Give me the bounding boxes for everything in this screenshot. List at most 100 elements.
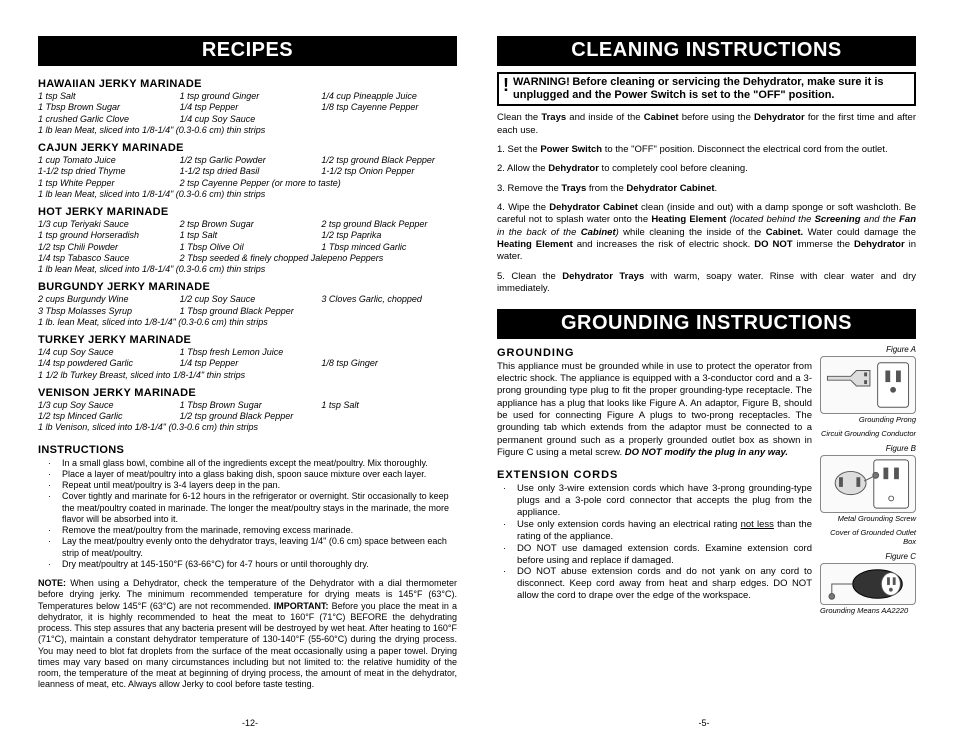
page-right: -5- xyxy=(494,718,914,728)
ingredient-cell: 1/2 tsp ground Black Pepper xyxy=(180,411,316,422)
figA-label: Figure A xyxy=(820,345,916,354)
recipes-banner: RECIPES xyxy=(38,36,457,66)
ingredient-grid: 1 cup Tomato Juice1/2 tsp Garlic Powder1… xyxy=(38,155,457,200)
ingredient-cell: 1 lb. lean Meat, sliced into 1/8-1/4" (0… xyxy=(38,317,457,328)
ingredient-cell: 1 tsp ground Ginger xyxy=(180,91,316,102)
ingredient-cell: 1/2 tsp Chili Powder xyxy=(38,242,174,253)
grounding-row: GROUNDING This appliance must be grounde… xyxy=(497,345,916,622)
extension-title: EXTENSION CORDS xyxy=(497,469,812,481)
cleaning-banner: CLEANING INSTRUCTIONS xyxy=(497,36,916,66)
ingredient-cell: 1 tsp ground Horseradish xyxy=(38,230,174,241)
ingredient-cell: 1-1/2 tsp dried Basil xyxy=(180,166,316,177)
ingredient-cell: 1 cup Tomato Juice xyxy=(38,155,174,166)
extension-item: ·DO NOT use damaged extension cords. Exa… xyxy=(497,543,812,567)
instructions-title: INSTRUCTIONS xyxy=(38,444,457,456)
left-column: RECIPES HAWAIIAN JERKY MARINADE1 tsp Sal… xyxy=(38,36,457,728)
ingredient-cell: 1/3 cup Teriyaki Sauce xyxy=(38,219,174,230)
recipes-block: HAWAIIAN JERKY MARINADE1 tsp Salt1 tsp g… xyxy=(38,72,457,434)
figA-box xyxy=(820,356,916,414)
ingredient-cell: 1-1/2 tsp Onion Pepper xyxy=(321,166,457,177)
ingredient-cell: 3 Tbsp Molasses Syrup xyxy=(38,306,174,317)
ingredient-cell: 1 Tbsp fresh Lemon Juice xyxy=(180,347,316,358)
warning-box: ! WARNING! Before cleaning or servicing … xyxy=(497,72,916,106)
ingredient-cell: 1/8 tsp Cayenne Pepper xyxy=(321,102,457,113)
ingredient-cell: 1 lb lean Meat, sliced into 1/8-1/4" (0.… xyxy=(38,264,457,275)
ingredient-cell: 1/4 tsp Pepper xyxy=(180,358,316,369)
instruction-item: ·Lay the meat/poultry evenly onto the de… xyxy=(38,536,457,559)
instruction-item: ·Dry meat/poultry at 145-150°F (63-66°C)… xyxy=(38,559,457,570)
figA-cap1: Grounding Prong xyxy=(820,416,916,424)
cleaning-step: 4. Wipe the Dehydrator Cabinet clean (in… xyxy=(497,202,916,264)
cleaning-step: 2. Allow the Dehydrator to completely co… xyxy=(497,163,916,175)
grounding-paragraph: This appliance must be grounded while in… xyxy=(497,361,812,460)
instruction-item: ·Remove the meat/poultry from the marina… xyxy=(38,525,457,536)
ingredient-cell: 1 tsp Salt xyxy=(321,400,457,411)
extension-item: ·DO NOT abuse extension cords and do not… xyxy=(497,566,812,602)
ingredient-cell: 3 Cloves Garlic, chopped xyxy=(321,294,457,305)
figB-label: Figure B xyxy=(820,444,916,453)
ingredient-cell: 1 lb lean Meat, sliced into 1/8-1/4" (0.… xyxy=(38,125,457,136)
warning-text: WARNING! Before cleaning or servicing th… xyxy=(513,76,910,102)
instruction-item: ·Cover tightly and marinate for 6-12 hou… xyxy=(38,491,457,525)
ingredient-cell: 2 tsp Brown Sugar xyxy=(180,219,316,230)
ingredient-cell: 2 tsp Cayenne Pepper (or more to taste) xyxy=(180,178,457,189)
grounding-banner: GROUNDING INSTRUCTIONS xyxy=(497,309,916,339)
figA-cap2: Circuit Grounding Conductor xyxy=(820,430,916,438)
recipe-title: TURKEY JERKY MARINADE xyxy=(38,334,457,346)
cleaning-step: 3. Remove the Trays from the Dehydrator … xyxy=(497,183,916,195)
recipe-title: VENISON JERKY MARINADE xyxy=(38,387,457,399)
instruction-item: ·Place a layer of meat/poultry into a gl… xyxy=(38,469,457,480)
warning-icon: ! xyxy=(503,76,509,94)
ingredient-cell: 1 Tbsp Olive Oil xyxy=(180,242,316,253)
ingredient-cell: 2 cups Burgundy Wine xyxy=(38,294,174,305)
figures-col: Figure A Grounding Prong Circuit Groundi… xyxy=(820,345,916,622)
extension-item: ·Use only extension cords having an elec… xyxy=(497,519,812,543)
ingredient-cell: 1 tsp Salt xyxy=(180,230,316,241)
ingredient-grid: 1 tsp Salt 1 tsp ground Ginger 1/4 cup Pin… xyxy=(38,91,457,136)
cleaning-intro: Clean the Trays and inside of the Cabine… xyxy=(497,112,916,137)
dehydrator-note: NOTE: When using a Dehydrator, check the… xyxy=(38,578,457,691)
grounding-text-col: GROUNDING This appliance must be grounde… xyxy=(497,345,812,622)
ingredient-cell: 1 1/2 lb Turkey Breast, sliced into 1/8-… xyxy=(38,370,457,381)
recipe-title: CAJUN JERKY MARINADE xyxy=(38,142,457,154)
ingredient-grid: 1/4 cup Soy Sauce 1 Tbsp fresh Lemon Juic… xyxy=(38,347,457,381)
recipe-title: HOT JERKY MARINADE xyxy=(38,206,457,218)
ingredient-cell: 1/2 tsp Paprika xyxy=(321,230,457,241)
ingredient-cell: 1/4 tsp Pepper xyxy=(180,102,316,113)
ingredient-cell: 2 tsp ground Black Pepper xyxy=(321,219,457,230)
right-column: CLEANING INSTRUCTIONS ! WARNING! Before … xyxy=(497,36,916,728)
page-left: -12- xyxy=(40,718,460,728)
ingredient-cell: 1/4 cup Soy Sauce xyxy=(38,347,174,358)
ingredient-cell: 1 Tbsp ground Black Pepper xyxy=(180,306,316,317)
ingredient-cell: 1/2 tsp ground Black Pepper xyxy=(321,155,457,166)
recipe-title: BURGUNDY JERKY MARINADE xyxy=(38,281,457,293)
ingredient-cell: 1/3 cup Soy Sauce xyxy=(38,400,174,411)
ingredient-grid: 2 cups Burgundy Wine 1/2 cup Soy Sauce 3 C… xyxy=(38,294,457,328)
ingredient-cell: 1 Tbsp minced Garlic xyxy=(321,242,457,253)
instruction-item: ·Repeat until meat/poultry is 3-4 layers… xyxy=(38,480,457,491)
ingredient-cell: 1 tsp Salt xyxy=(38,91,174,102)
ingredient-cell: 1/4 tsp Tabasco Sauce xyxy=(38,253,174,264)
extension-list: ·Use only 3-wire extension cords which h… xyxy=(497,483,812,602)
ingredient-cell: 1/8 tsp Ginger xyxy=(321,358,457,369)
instruction-item: ·In a small glass bowl, combine all of t… xyxy=(38,458,457,469)
ingredient-cell: 2 Tbsp seeded & finely chopped Jalepeno … xyxy=(180,253,457,264)
figB-cap1: Metal Grounding Screw xyxy=(820,515,916,523)
ingredient-cell: 1/2 tsp Minced Garlic xyxy=(38,411,174,422)
ingredient-cell: 1/4 cup Pineapple Juice xyxy=(321,91,457,102)
cleaning-step: 5. Clean the Dehydrator Trays with warm,… xyxy=(497,271,916,296)
cleaning-step: 1. Set the Power Switch to the "OFF" pos… xyxy=(497,144,916,156)
ingredient-grid: 1/3 cup Teriyaki Sauce 2 tsp Brown Sugar 2… xyxy=(38,219,457,275)
grounding-title: GROUNDING xyxy=(497,347,812,359)
ingredient-cell: 1/2 cup Soy Sauce xyxy=(180,294,316,305)
figB-box xyxy=(820,455,916,513)
figC-cap: Grounding Means AA2220 xyxy=(820,607,916,615)
ingredient-cell: 1-1/2 tsp dried Thyme xyxy=(38,166,174,177)
cleaning-steps: 1. Set the Power Switch to the "OFF" pos… xyxy=(497,144,916,302)
ingredient-cell: 1/2 tsp Garlic Powder xyxy=(180,155,316,166)
ingredient-cell: 1 lb lean Meat, sliced into 1/8-1/4" (0.… xyxy=(38,189,457,200)
ingredient-cell: 1/4 tsp powdered Garlic xyxy=(38,358,174,369)
figC-label: Figure C xyxy=(820,552,916,561)
ingredient-cell: 1 crushed Garlic Clove xyxy=(38,114,174,125)
figB-cap2: Cover of Grounded Outlet Box xyxy=(820,529,916,546)
